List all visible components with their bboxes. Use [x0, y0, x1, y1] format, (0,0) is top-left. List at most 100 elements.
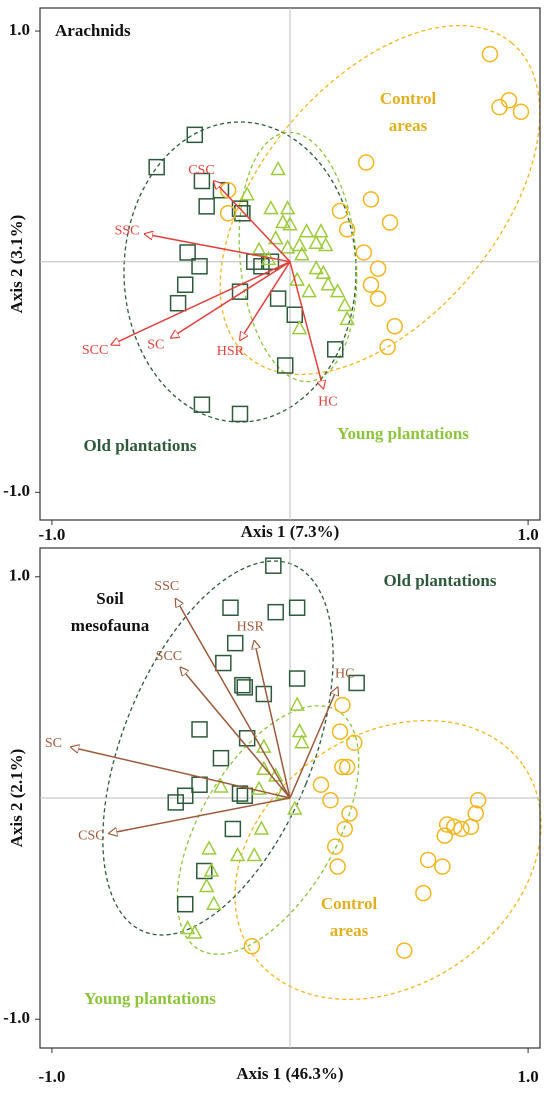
ellipse — [102, 560, 334, 936]
circle-point — [326, 838, 344, 855]
square-point — [148, 158, 165, 176]
vector-label: CSC — [188, 163, 214, 178]
circle-point — [334, 758, 351, 776]
triangle-point — [317, 236, 334, 252]
triangle-point — [187, 924, 203, 939]
x-tick-label: -1.0 — [38, 1067, 65, 1086]
vector-arrow — [214, 181, 291, 263]
circle-point — [419, 851, 437, 869]
vector-arrow — [145, 234, 291, 263]
circle-point — [331, 202, 349, 220]
square-point — [265, 557, 282, 574]
circle-point — [434, 858, 451, 875]
triangle-point — [294, 734, 310, 749]
circle-point — [467, 805, 484, 822]
circle-point — [341, 805, 358, 822]
triangle-point — [320, 276, 336, 291]
circle-point — [322, 791, 339, 809]
ellipse — [123, 121, 357, 423]
circle-point — [469, 791, 487, 809]
triangle-point — [263, 200, 279, 215]
square-point — [269, 290, 287, 307]
circle-point — [453, 820, 470, 838]
x-axis-label: Axis 1 (46.3%) — [236, 1064, 343, 1083]
circle-point — [338, 221, 356, 238]
triangle-point — [201, 840, 217, 855]
vector-arrow — [71, 747, 291, 799]
x-tick-label: 1.0 — [517, 525, 538, 544]
square-point — [196, 862, 213, 880]
circle-point — [446, 818, 463, 836]
group-label: Old plantations — [384, 571, 497, 590]
triangle-point — [253, 820, 270, 835]
circle-point — [512, 103, 530, 121]
circle-point — [219, 205, 237, 222]
group-label: Young plantations — [337, 424, 469, 443]
triangle-point — [251, 780, 267, 795]
square-point — [286, 306, 304, 323]
vector-label: SCC — [156, 649, 182, 664]
panel-title: Soil mesofauna — [71, 589, 150, 635]
circle-point — [355, 244, 373, 261]
circle-point — [357, 154, 375, 171]
triangle-point — [229, 846, 246, 862]
vector-arrow — [254, 641, 291, 799]
square-point — [176, 895, 194, 913]
vector-arrow — [109, 797, 291, 833]
triangle-point — [206, 895, 222, 910]
triangle-point — [282, 216, 298, 231]
triangle-point — [308, 260, 324, 275]
vector-label: SC — [45, 736, 62, 751]
x-tick-label: 1.0 — [517, 1067, 538, 1086]
group-label: Young plantations — [84, 989, 216, 1008]
square-point — [253, 258, 270, 275]
triangle-point — [313, 223, 329, 238]
square-point — [267, 603, 284, 621]
triangle-point — [339, 310, 355, 326]
square-point — [186, 126, 204, 144]
square-point — [198, 198, 215, 215]
vector-label: SC — [147, 338, 164, 353]
triangle-point — [251, 241, 267, 256]
circle-point — [243, 937, 261, 955]
triangle-point — [291, 236, 308, 252]
triangle-point — [239, 186, 255, 201]
vector-label: SSC — [115, 224, 140, 239]
square-point — [193, 396, 211, 413]
panel-title: Arachnids — [55, 21, 131, 40]
panel: -1.0 1.0 -1.0 1.0 Axis 1 (7.3%) Axis 2 (3.1%)… — [3, 7, 541, 544]
circle-point — [219, 181, 237, 199]
square-point — [179, 244, 196, 261]
x-tick-label: -1.0 — [38, 525, 65, 544]
triangle-point — [203, 862, 220, 877]
square-point — [288, 670, 306, 687]
triangle-point — [279, 200, 296, 215]
circle-point — [362, 191, 380, 208]
circle-point — [338, 758, 356, 776]
triangle-point — [179, 919, 196, 935]
vector-arrow — [240, 261, 291, 340]
circle-point — [334, 696, 351, 714]
square-point — [236, 679, 254, 696]
circle-point — [500, 92, 518, 109]
y-axis-label: Axis 2 (3.1%) — [7, 215, 26, 314]
circle-point — [481, 45, 499, 63]
square-point — [226, 634, 244, 652]
square-point — [224, 820, 242, 838]
vector-arrow — [289, 687, 338, 799]
square-point — [231, 200, 249, 217]
vector-arrow — [176, 599, 291, 799]
ellipse — [238, 131, 358, 383]
vector-arrow — [111, 261, 291, 345]
vector-label: HC — [335, 667, 354, 682]
square-point — [169, 294, 187, 312]
vector-label: HC — [318, 394, 337, 409]
y-tick-label: -1.0 — [3, 1008, 30, 1027]
triangle-point — [289, 271, 305, 286]
circle-point — [369, 290, 387, 307]
triangle-point — [298, 223, 315, 238]
vector-arrow — [171, 261, 291, 338]
triangle-point — [198, 877, 215, 893]
square-point — [212, 749, 230, 767]
